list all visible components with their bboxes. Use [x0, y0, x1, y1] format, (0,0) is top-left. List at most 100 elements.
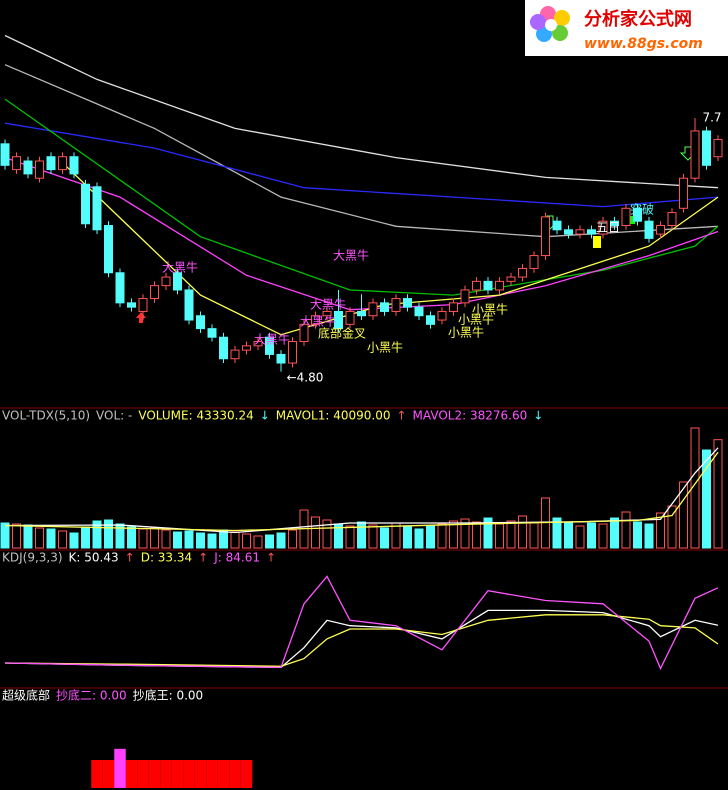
volume-bar — [403, 526, 412, 549]
volume-bar — [621, 511, 631, 549]
candle-body — [127, 302, 136, 308]
signal-bar — [137, 760, 149, 788]
volume-bar — [529, 522, 539, 549]
candle-body — [12, 156, 21, 171]
candle-body — [299, 323, 309, 343]
panel-header: VOLUME: 43330.24 — [138, 409, 253, 423]
logo-url: www.88gs.com — [584, 36, 703, 52]
candle-body — [0, 143, 10, 166]
volume-bar — [518, 515, 527, 549]
volume-bar — [46, 528, 56, 549]
volume-bar — [81, 526, 90, 549]
panel-header: VOL-TDX(5,10) — [2, 409, 90, 423]
volume-bar — [288, 529, 297, 549]
signal-bar — [114, 748, 126, 788]
volume-bar — [311, 516, 320, 549]
volume-bar — [127, 526, 136, 549]
volume-bar — [495, 523, 504, 549]
signal-bar — [206, 760, 218, 788]
volume-bar — [242, 533, 251, 549]
volume-bar — [472, 521, 481, 549]
volume-bar — [679, 481, 688, 549]
volume-bar — [564, 521, 573, 549]
candle-body — [644, 220, 654, 239]
volume-bar — [219, 529, 228, 549]
candle-body — [368, 302, 378, 317]
volume-bar — [575, 525, 585, 549]
volume-bar — [368, 524, 378, 549]
signal-bar — [217, 760, 230, 788]
volume-bar — [322, 519, 332, 549]
logo: 分析家公式网 www.88gs.com — [525, 0, 728, 56]
annotation: 大黑牛 — [300, 314, 336, 329]
candle-body — [104, 224, 113, 274]
volume-bar — [104, 519, 113, 549]
volume-bar — [702, 449, 711, 549]
candle-body — [288, 341, 297, 364]
panel-header: 抄底二: 0.00 — [56, 688, 127, 703]
signal-bar — [148, 760, 161, 788]
panel-header: KDJ(9,3,3) — [2, 551, 63, 565]
volume-bar — [0, 522, 10, 549]
candle-body — [656, 224, 665, 235]
candle-body — [230, 349, 240, 360]
candle-body — [345, 310, 355, 325]
volume-bar — [506, 520, 516, 549]
annotation: 突破 — [630, 202, 654, 217]
indicator-line — [4, 122, 719, 208]
annotation: 小黑牛 — [448, 325, 484, 340]
volume-bar — [184, 530, 194, 549]
annotation: ←4.80 — [287, 371, 324, 385]
panel-header: MAVOL1: 40090.00 — [276, 409, 391, 423]
candle-body — [495, 280, 504, 291]
candle-body — [552, 220, 562, 231]
volume-bar — [437, 523, 447, 549]
candle-body — [403, 298, 412, 308]
annotation: 大黑牛 — [162, 260, 198, 275]
indicator-line — [4, 575, 719, 671]
candle-body — [690, 130, 700, 179]
candle-body — [357, 310, 366, 317]
candle-body — [506, 276, 516, 282]
candle-body — [184, 289, 194, 321]
volume-bar — [265, 534, 274, 549]
candle-body — [414, 306, 424, 317]
volume-bar — [414, 528, 424, 549]
annotation: 大黑牛 — [310, 297, 346, 312]
annotation: 大黑牛 — [254, 332, 290, 347]
volume-bar — [552, 517, 562, 549]
panel-header: MAVOL2: 38276.60 — [413, 409, 528, 423]
candle-body — [115, 272, 125, 304]
signal-bar — [125, 760, 138, 788]
volume-bar — [357, 521, 366, 549]
candle-body — [621, 207, 631, 226]
panel-header: ↑ — [266, 551, 276, 565]
indicator-line — [62, 162, 719, 336]
panel-header: 超级底部 — [2, 688, 50, 703]
volume-bar — [12, 523, 21, 549]
indicator-line — [4, 609, 719, 669]
candle-body — [391, 298, 401, 312]
volume-bar — [173, 531, 182, 549]
candle-body — [713, 139, 723, 158]
signal-bar — [171, 760, 184, 788]
candle-body — [541, 216, 550, 257]
panel-header: ↑ — [125, 551, 135, 565]
volume-bar — [483, 517, 493, 549]
panel-header: ↓ — [260, 409, 270, 423]
indicator-line — [4, 614, 719, 667]
volume-bar — [449, 520, 458, 549]
annotation: 大黑牛 — [333, 248, 369, 263]
volume-bar — [207, 533, 217, 549]
candle-body — [207, 328, 217, 338]
volume-bar — [426, 525, 435, 549]
volume-bar — [115, 523, 125, 549]
volume-bar — [690, 427, 700, 549]
candle-body — [173, 272, 182, 291]
candle-body — [196, 315, 205, 330]
volume-bar — [713, 439, 723, 549]
logo-name: 分析家公式网 — [584, 8, 692, 30]
candle-body — [46, 156, 56, 171]
candle-body — [35, 160, 44, 179]
